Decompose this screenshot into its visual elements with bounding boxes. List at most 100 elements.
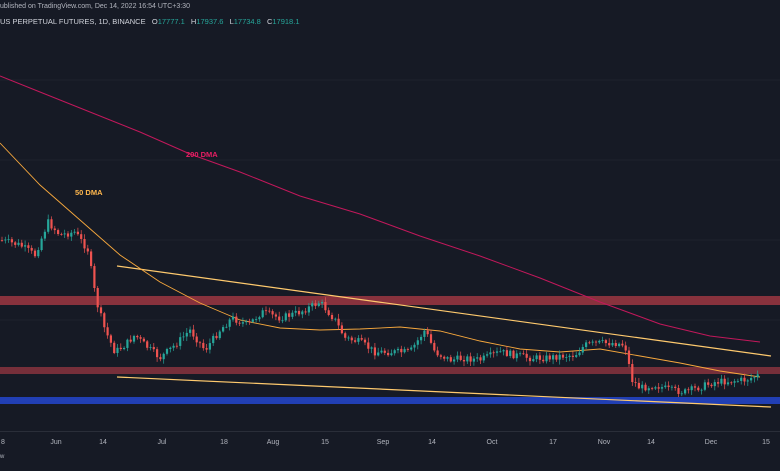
candle-body: [614, 343, 617, 347]
ohlc-low-value: 17734.8: [233, 17, 261, 26]
candle-body: [456, 355, 459, 360]
candle-body: [601, 340, 604, 341]
ohlc-open-value: 17777.1: [157, 17, 185, 26]
time-axis[interactable]: 8 Jun 14 Jul 18 Aug 15 Sep 14 Oct 17 Nov…: [0, 431, 780, 471]
candle-body: [189, 329, 192, 333]
candle-body: [347, 337, 350, 339]
candle-body: [83, 238, 86, 249]
candle-body: [367, 342, 370, 349]
candle-body: [235, 316, 238, 323]
x-tick: 18: [220, 439, 228, 446]
candle-body: [585, 342, 588, 347]
candle-body: [746, 380, 749, 382]
candle-body: [119, 347, 122, 350]
candle-body: [687, 389, 690, 391]
candle-body: [538, 355, 541, 360]
candle-body: [684, 389, 687, 394]
candle-body: [753, 377, 756, 379]
candle-body: [505, 350, 508, 356]
candle-body: [116, 347, 119, 354]
candle-body: [492, 352, 495, 354]
candle-body: [208, 343, 211, 350]
candle-body: [132, 335, 136, 342]
candle-body: [637, 382, 640, 389]
candle-body: [301, 311, 304, 315]
candle-body: [212, 335, 215, 344]
candle-body: [251, 319, 254, 322]
x-tick: 14: [428, 439, 436, 446]
support-zone: [0, 397, 780, 404]
candle-body: [281, 320, 284, 322]
candle-body: [165, 349, 169, 354]
candle-body: [647, 388, 650, 391]
candle-body: [667, 385, 670, 387]
candle-body: [73, 231, 76, 233]
candle-body: [0, 240, 4, 241]
candle-body: [360, 338, 363, 340]
candle-body: [33, 250, 37, 257]
candle-body: [268, 310, 271, 312]
candle-body: [598, 340, 601, 343]
candle-body: [644, 384, 647, 391]
candle-body: [677, 388, 680, 394]
candle-body: [99, 307, 103, 314]
candle-body: [486, 354, 489, 356]
candle-body: [565, 357, 568, 358]
x-tick: 15: [321, 439, 329, 446]
candle-body: [142, 338, 145, 342]
candle-body: [535, 355, 538, 360]
candle-body: [66, 233, 70, 237]
candle-body: [113, 342, 116, 354]
candle-body: [106, 327, 109, 336]
candle-body: [50, 219, 53, 229]
candle-body: [528, 357, 532, 362]
candle-body: [697, 387, 700, 391]
candle-body: [542, 359, 545, 362]
candle-body: [156, 349, 159, 358]
candle-body: [222, 327, 225, 332]
symbol-info: US PERPETUAL FUTURES, 1D, BINANCE O17777…: [0, 17, 304, 26]
candle-body: [717, 382, 720, 384]
candle-body: [670, 386, 673, 388]
candle-body: [228, 319, 231, 327]
candle-body: [126, 339, 129, 348]
candle-body: [43, 231, 46, 239]
candle-body: [159, 357, 162, 360]
candle-body: [693, 386, 697, 388]
candle-body: [192, 329, 195, 337]
candle-body: [215, 335, 218, 339]
candle-body: [548, 355, 551, 360]
candle-body: [433, 342, 436, 351]
candle-body: [482, 355, 485, 361]
candle-body: [314, 303, 317, 306]
candle-body: [195, 336, 198, 343]
candle-body: [700, 389, 703, 391]
candle-body: [40, 238, 43, 251]
candle-body: [70, 232, 73, 237]
candle-body: [162, 353, 165, 360]
candle-body: [618, 343, 621, 347]
candle-body: [588, 342, 591, 344]
candle-body: [20, 242, 23, 247]
candle-body: [436, 350, 439, 356]
x-tick: Aug: [266, 439, 280, 446]
candle-body: [76, 231, 79, 235]
candle-body: [568, 355, 571, 358]
candle-body: [472, 358, 475, 362]
candle-body: [733, 381, 736, 383]
candle-body: [179, 337, 182, 346]
dma50-line: [0, 142, 761, 378]
candle-body: [740, 377, 743, 381]
ohlc-close-value: 17918.1: [272, 17, 300, 26]
candle-body: [363, 339, 367, 343]
candle-body: [47, 219, 50, 232]
annotation-200dma: 200 DMA: [186, 150, 218, 159]
candle-body: [146, 341, 149, 348]
candle-body: [420, 336, 423, 341]
candle-body: [218, 331, 221, 339]
candle-body: [703, 382, 706, 390]
candle-body: [288, 313, 291, 317]
candle-body: [660, 387, 664, 389]
candle-body: [311, 303, 314, 307]
candle-body: [581, 346, 584, 353]
